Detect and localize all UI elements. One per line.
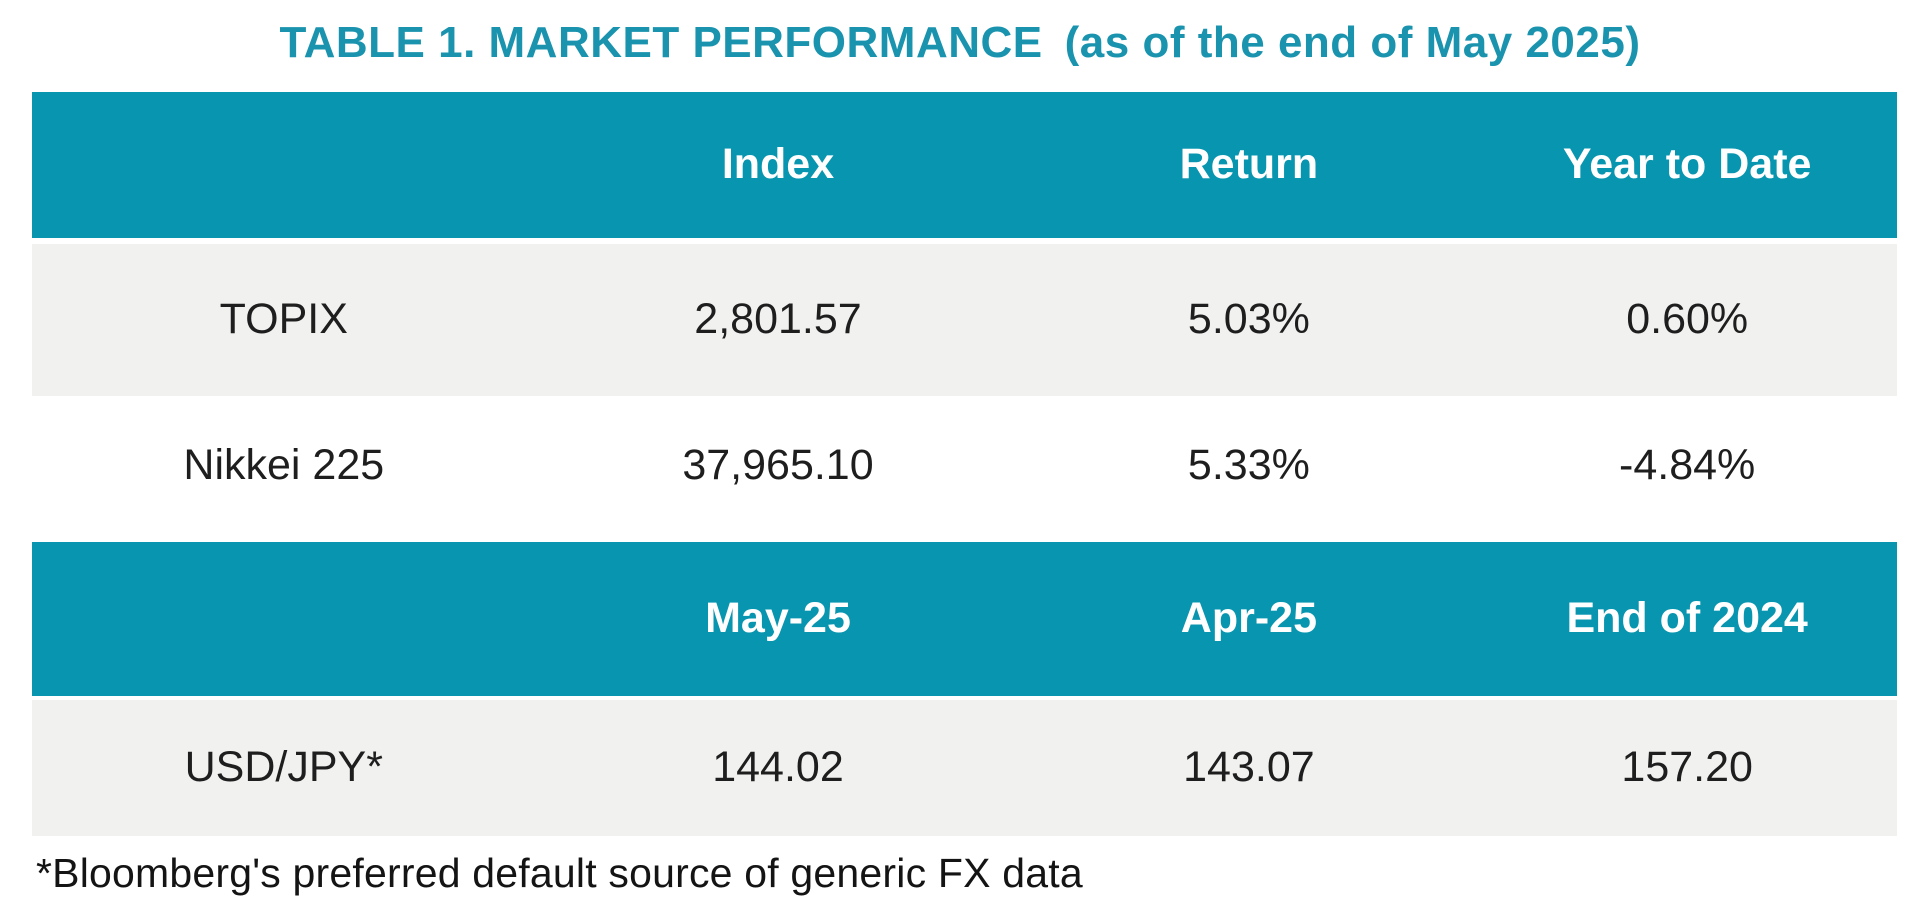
cell-topix-ytd: 0.60% xyxy=(1626,295,1749,344)
cell-topix-label: TOPIX xyxy=(219,295,348,344)
header-cell-may-25: May-25 xyxy=(705,594,851,643)
fx-header-row: May-25 Apr-25 End of 2024 xyxy=(32,542,1897,696)
cell-nikkei-ytd: -4.84% xyxy=(1619,441,1756,490)
cell-usdjpy-end2024: 157.20 xyxy=(1621,743,1753,792)
fx-source-footnote: *Bloomberg's preferred default source of… xyxy=(36,850,1083,896)
header-cell-index: Index xyxy=(721,140,835,189)
page-title-main: TABLE 1. MARKET PERFORMANCE xyxy=(279,18,1043,67)
table-row-topix: TOPIX 2,801.57 5.03% 0.60% xyxy=(32,244,1897,396)
header-cell-apr-25: Apr-25 xyxy=(1180,594,1317,643)
table-row-nikkei: Nikkei 225 37,965.10 5.33% -4.84% xyxy=(32,396,1897,536)
header-cell-return: Return xyxy=(1179,140,1319,189)
page-title-suffix: (as of the end of May 2025) xyxy=(1064,18,1641,67)
header-cell-end-of-2024: End of 2024 xyxy=(1566,594,1808,643)
page-title: TABLE 1. MARKET PERFORMANCE (as of the en… xyxy=(0,18,1920,68)
cell-usdjpy-label: USD/JPY* xyxy=(184,743,383,792)
cell-usdjpy-apr25: 143.07 xyxy=(1183,743,1315,792)
cell-nikkei-return: 5.33% xyxy=(1187,441,1310,490)
cell-topix-index: 2,801.57 xyxy=(694,295,862,344)
header-cell-year-to-date: Year to Date xyxy=(1562,140,1812,189)
table-row-usdjpy: USD/JPY* 144.02 143.07 157.20 xyxy=(32,700,1897,836)
cell-topix-return: 5.03% xyxy=(1187,295,1310,344)
market-performance-table: Index Return Year to Date TOPIX 2,801.57… xyxy=(32,92,1897,836)
cell-nikkei-index: 37,965.10 xyxy=(682,441,874,490)
index-header-row: Index Return Year to Date xyxy=(32,92,1897,238)
cell-nikkei-label: Nikkei 225 xyxy=(183,441,385,490)
cell-usdjpy-may25: 144.02 xyxy=(712,743,844,792)
